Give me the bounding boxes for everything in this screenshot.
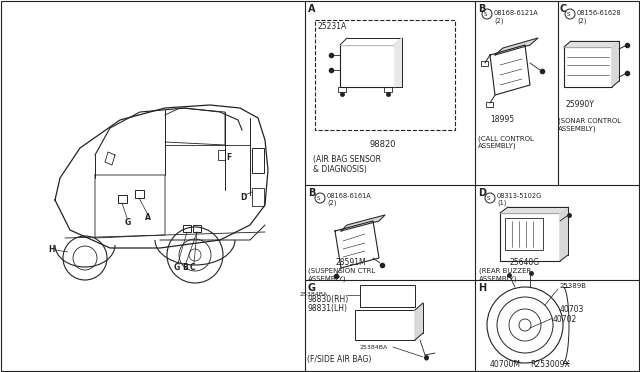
Bar bbox=[118, 195, 127, 203]
Bar bbox=[218, 150, 225, 160]
Text: C: C bbox=[560, 4, 567, 14]
Text: S: S bbox=[486, 196, 490, 201]
Text: 25231A: 25231A bbox=[318, 22, 348, 31]
Text: 08156-61628: 08156-61628 bbox=[577, 10, 621, 16]
Bar bbox=[252, 188, 264, 206]
Text: (SUSPENSION CTRL
ASSEMBLY): (SUSPENSION CTRL ASSEMBLY) bbox=[308, 268, 375, 282]
Bar bbox=[135, 190, 144, 198]
Polygon shape bbox=[341, 215, 385, 231]
Text: 08168-6161A: 08168-6161A bbox=[327, 193, 372, 199]
Polygon shape bbox=[612, 41, 619, 87]
Text: S: S bbox=[316, 196, 320, 201]
Bar bbox=[340, 45, 395, 87]
Text: S: S bbox=[566, 12, 570, 16]
Bar bbox=[500, 213, 560, 261]
Text: (2): (2) bbox=[577, 17, 586, 23]
Bar bbox=[481, 61, 488, 66]
Polygon shape bbox=[335, 221, 379, 268]
Text: (AIR BAG SENSOR
& DIAGNOSIS): (AIR BAG SENSOR & DIAGNOSIS) bbox=[313, 155, 381, 174]
Text: 25990Y: 25990Y bbox=[565, 100, 594, 109]
Polygon shape bbox=[340, 38, 402, 45]
Text: (SONAR CONTROL
ASSEMBLY): (SONAR CONTROL ASSEMBLY) bbox=[558, 118, 621, 132]
Text: 25384BA: 25384BA bbox=[360, 345, 388, 350]
Text: 98820: 98820 bbox=[370, 140, 396, 149]
Text: 25389B: 25389B bbox=[560, 283, 587, 289]
Text: (F/SIDE AIR BAG): (F/SIDE AIR BAG) bbox=[307, 355, 371, 364]
Bar bbox=[183, 225, 191, 232]
Text: G: G bbox=[174, 263, 180, 272]
Bar bbox=[315, 20, 455, 130]
Polygon shape bbox=[564, 41, 619, 47]
Text: H: H bbox=[478, 283, 486, 293]
Text: (CALL CONTROL
ASSEMBLY): (CALL CONTROL ASSEMBLY) bbox=[478, 135, 534, 149]
Bar bbox=[486, 102, 493, 107]
Text: R253009X: R253009X bbox=[530, 360, 570, 369]
Text: A: A bbox=[145, 213, 151, 222]
Text: (REAR BUZZER
ASSEMBLY): (REAR BUZZER ASSEMBLY) bbox=[479, 268, 531, 282]
Text: A: A bbox=[308, 4, 316, 14]
Bar bbox=[338, 87, 346, 92]
Text: S: S bbox=[483, 12, 487, 16]
Polygon shape bbox=[560, 207, 568, 261]
Bar bbox=[360, 285, 415, 307]
Text: 08168-6121A: 08168-6121A bbox=[494, 10, 539, 16]
Text: 25384BA: 25384BA bbox=[300, 292, 328, 297]
Text: G: G bbox=[308, 283, 316, 293]
Polygon shape bbox=[490, 45, 530, 95]
Text: 40703: 40703 bbox=[560, 305, 584, 314]
Bar bbox=[384, 87, 392, 92]
Bar bbox=[193, 225, 201, 232]
Polygon shape bbox=[415, 303, 423, 340]
Text: (2): (2) bbox=[327, 200, 337, 206]
Text: B: B bbox=[182, 263, 188, 272]
Text: D: D bbox=[478, 188, 486, 198]
Text: 98830(RH): 98830(RH) bbox=[307, 295, 348, 304]
Bar bbox=[355, 310, 415, 340]
Text: 98831(LH): 98831(LH) bbox=[307, 304, 347, 313]
Text: B: B bbox=[308, 188, 316, 198]
Text: H: H bbox=[48, 245, 54, 254]
Polygon shape bbox=[500, 207, 568, 213]
Text: C: C bbox=[190, 263, 196, 272]
Text: 25640G: 25640G bbox=[510, 258, 540, 267]
Text: 28591M: 28591M bbox=[335, 258, 365, 267]
Text: G: G bbox=[125, 218, 131, 227]
Text: 40700M: 40700M bbox=[490, 360, 521, 369]
Text: 40702: 40702 bbox=[553, 315, 577, 324]
Polygon shape bbox=[395, 38, 402, 87]
Text: 08313-5102G: 08313-5102G bbox=[497, 193, 542, 199]
Text: (2): (2) bbox=[494, 17, 504, 23]
Text: D: D bbox=[240, 193, 246, 202]
Bar bbox=[505, 218, 543, 250]
Text: 18995: 18995 bbox=[490, 115, 514, 124]
Bar bbox=[252, 148, 264, 173]
Polygon shape bbox=[495, 38, 538, 55]
Text: (1): (1) bbox=[497, 200, 506, 206]
Text: B: B bbox=[478, 4, 485, 14]
Text: F: F bbox=[226, 153, 231, 162]
Bar bbox=[564, 47, 612, 87]
